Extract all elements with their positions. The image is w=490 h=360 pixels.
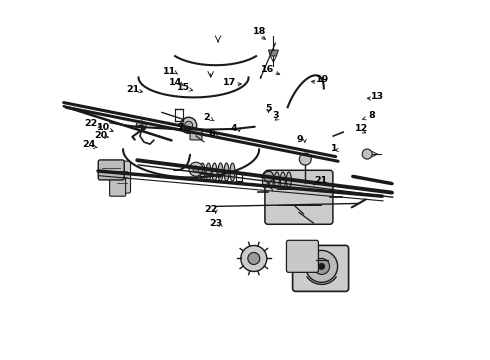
Text: 7: 7 [177, 123, 184, 132]
Circle shape [248, 252, 260, 265]
Text: 9: 9 [296, 135, 303, 144]
Ellipse shape [280, 172, 285, 188]
FancyBboxPatch shape [190, 129, 202, 140]
Ellipse shape [200, 163, 205, 181]
Ellipse shape [269, 172, 273, 188]
Circle shape [181, 117, 196, 133]
Text: 6: 6 [208, 130, 215, 139]
Ellipse shape [262, 172, 268, 188]
FancyBboxPatch shape [98, 160, 124, 180]
Circle shape [299, 153, 311, 165]
Circle shape [314, 258, 330, 274]
Text: 10: 10 [98, 123, 110, 132]
Ellipse shape [230, 163, 235, 181]
Text: 4: 4 [231, 125, 238, 134]
Text: 18: 18 [253, 27, 267, 36]
Circle shape [241, 246, 267, 271]
Ellipse shape [224, 163, 229, 181]
Text: 3: 3 [272, 112, 279, 121]
Text: 17: 17 [222, 78, 236, 87]
FancyBboxPatch shape [110, 178, 125, 196]
Text: 22: 22 [84, 119, 98, 128]
Text: 14: 14 [169, 78, 182, 87]
Circle shape [318, 264, 324, 269]
FancyBboxPatch shape [287, 240, 318, 272]
Circle shape [193, 166, 199, 172]
Circle shape [189, 162, 203, 176]
Polygon shape [269, 50, 278, 56]
Circle shape [264, 171, 273, 181]
Text: 21: 21 [126, 85, 140, 94]
Text: 11: 11 [163, 67, 177, 76]
Circle shape [362, 149, 372, 159]
Text: 21: 21 [314, 176, 328, 185]
Text: 19: 19 [316, 76, 329, 85]
Ellipse shape [212, 163, 217, 181]
Text: 16: 16 [261, 66, 275, 75]
Text: 12: 12 [355, 125, 368, 134]
Circle shape [185, 121, 193, 129]
Ellipse shape [206, 163, 211, 181]
Text: 15: 15 [177, 83, 190, 92]
FancyBboxPatch shape [113, 161, 130, 193]
FancyBboxPatch shape [293, 246, 348, 291]
Circle shape [136, 121, 146, 131]
Circle shape [306, 251, 338, 282]
Ellipse shape [274, 172, 279, 188]
Text: 22: 22 [204, 205, 218, 214]
Ellipse shape [218, 163, 223, 181]
Text: 2: 2 [203, 113, 210, 122]
Text: 8: 8 [368, 112, 375, 121]
Text: 5: 5 [265, 104, 272, 113]
Text: 23: 23 [209, 220, 222, 229]
Text: 24: 24 [82, 140, 96, 149]
Ellipse shape [286, 172, 292, 188]
FancyBboxPatch shape [265, 170, 333, 224]
Text: 13: 13 [371, 92, 384, 101]
Text: 1: 1 [331, 144, 338, 153]
Text: 20: 20 [94, 131, 107, 140]
